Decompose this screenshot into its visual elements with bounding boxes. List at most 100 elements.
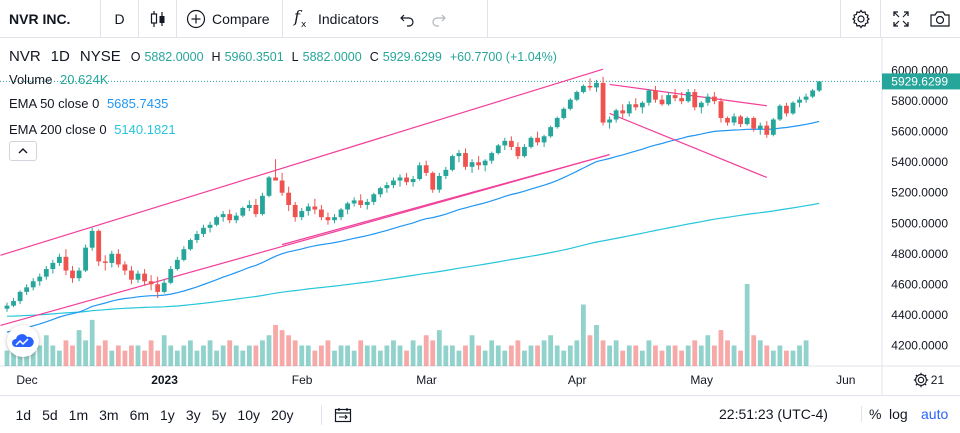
- axis-settings-button[interactable]: [912, 371, 930, 394]
- candle: [495, 143, 501, 155]
- price-chart[interactable]: 6000.00005800.00005600.00005400.00005200…: [0, 38, 960, 395]
- candle: [76, 267, 82, 282]
- candle-body: [129, 270, 134, 280]
- volume-bar: [790, 350, 796, 366]
- candle: [476, 156, 481, 170]
- ohlc-legend: NVR 1D NYSE O 5882.0000 H 5960.3501 L 5882.…: [9, 48, 561, 65]
- volume-bar: [712, 345, 717, 366]
- volume-bar: [83, 340, 88, 366]
- candle: [345, 201, 350, 215]
- volume-bar: [312, 350, 318, 366]
- fullscreen-button[interactable]: [880, 0, 920, 38]
- volume-bar: [102, 340, 108, 366]
- range-1y[interactable]: 1y: [160, 406, 175, 423]
- candle-body: [246, 204, 252, 208]
- candle: [777, 104, 783, 122]
- candle: [639, 101, 645, 114]
- volume-bar: [168, 345, 174, 366]
- redo-icon[interactable]: [431, 11, 447, 27]
- auto-scale-button[interactable]: auto: [921, 406, 949, 422]
- candle: [508, 136, 514, 151]
- candle-body: [286, 192, 292, 205]
- time-tick-label: 21: [931, 373, 945, 387]
- volume-bar: [57, 350, 62, 366]
- go-to-date-button[interactable]: [321, 404, 352, 425]
- percent-scale-button[interactable]: %: [861, 406, 881, 422]
- volume-bar: [620, 350, 626, 366]
- candle-body: [633, 104, 639, 108]
- low-value: 5882.0000: [302, 50, 362, 64]
- indicators-label: Indicators: [318, 10, 379, 27]
- volume-bar: [535, 345, 540, 366]
- range-20y[interactable]: 20y: [270, 406, 294, 423]
- candle-body: [410, 179, 416, 183]
- candle: [181, 246, 187, 262]
- candle: [148, 275, 154, 291]
- log-scale-button[interactable]: log: [889, 406, 908, 422]
- candle: [443, 166, 449, 180]
- candle-body: [561, 108, 567, 118]
- candle-body: [109, 253, 115, 263]
- range-6m[interactable]: 6m: [129, 406, 150, 423]
- range-5d[interactable]: 5d: [42, 406, 58, 423]
- ema50-line: [6, 120, 820, 333]
- candle-body: [188, 240, 193, 250]
- candle-body: [253, 204, 259, 215]
- ema50-legend[interactable]: EMA 50 close 0 5685.7435: [9, 96, 168, 111]
- candle-body: [214, 217, 219, 225]
- trend-line: [0, 154, 610, 327]
- candle: [83, 244, 88, 273]
- volume-bar: [417, 345, 423, 366]
- volume-legend[interactable]: Volume 20.624K: [9, 72, 108, 87]
- gear-icon: [913, 372, 929, 388]
- candle: [410, 175, 416, 187]
- symbol-search-button[interactable]: NVR INC.: [0, 0, 101, 38]
- candle-body: [705, 96, 711, 103]
- candle-body: [450, 156, 455, 170]
- settings-button[interactable]: [840, 0, 880, 38]
- range-10y[interactable]: 10y: [237, 406, 260, 423]
- range-3y[interactable]: 3y: [185, 406, 201, 423]
- volume-bar: [456, 350, 462, 366]
- price-tick-label: 4800.0000: [891, 247, 948, 261]
- collapse-legend-button[interactable]: [9, 141, 37, 161]
- volume-bar: [646, 340, 652, 366]
- range-1d[interactable]: 1d: [15, 406, 32, 423]
- volume-bar: [11, 345, 16, 366]
- candle-body: [142, 273, 147, 282]
- candle-body: [436, 175, 442, 190]
- volume-bar: [201, 345, 206, 366]
- candle: [567, 98, 573, 111]
- range-1m[interactable]: 1m: [68, 406, 89, 423]
- price-axis[interactable]: 6000.00005800.00005600.00005400.00005200…: [882, 64, 960, 353]
- compare-button[interactable]: Compare: [177, 0, 283, 38]
- interval-button[interactable]: D: [101, 0, 139, 38]
- range-3m[interactable]: 3m: [99, 406, 119, 423]
- candle-body: [797, 99, 802, 103]
- candle: [672, 88, 678, 102]
- ema200-legend[interactable]: EMA 200 close 0 5140.1821: [9, 122, 176, 137]
- cloud-chart-icon: [12, 334, 34, 347]
- tradingview-logo[interactable]: [7, 325, 39, 357]
- volume-bar: [522, 350, 527, 366]
- undo-icon[interactable]: [399, 11, 415, 27]
- indicators-button[interactable]: f x Indicators: [283, 0, 488, 38]
- candle: [764, 121, 770, 138]
- candle-body: [594, 82, 599, 88]
- toolbar-right-group: [840, 0, 960, 38]
- volume-bar: [489, 340, 495, 366]
- volume-bar: [757, 340, 763, 366]
- candle: [50, 259, 56, 274]
- time-axis[interactable]: Dec 2023 Feb Mar Apr May Jun 21: [16, 373, 944, 387]
- snapshot-button[interactable]: [920, 0, 960, 38]
- range-5y[interactable]: 5y: [211, 406, 227, 423]
- volume-bar: [698, 345, 704, 366]
- volume-bar: [76, 330, 82, 366]
- candle: [705, 93, 711, 106]
- candle-body: [312, 206, 318, 210]
- candle-body: [679, 98, 685, 102]
- volume-bar: [705, 335, 711, 366]
- candle: [600, 76, 606, 126]
- volume-bar: [653, 345, 658, 366]
- chart-style-button[interactable]: [139, 0, 177, 38]
